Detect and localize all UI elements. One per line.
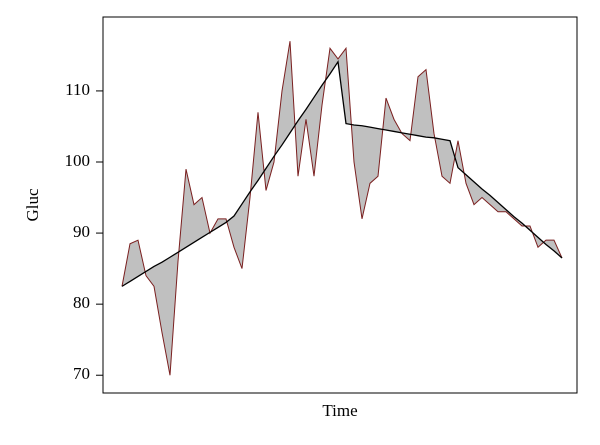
y-tick-label: 90 bbox=[73, 222, 90, 241]
plot-frame bbox=[102, 16, 578, 394]
fill-between bbox=[122, 41, 562, 376]
y-tick-label: 100 bbox=[65, 151, 91, 170]
y-tick-label: 70 bbox=[73, 364, 90, 383]
y-tick-label: 80 bbox=[73, 293, 90, 312]
x-axis-label: Time bbox=[322, 401, 357, 420]
y-tick-label: 110 bbox=[65, 80, 90, 99]
y-axis-label: Gluc bbox=[23, 188, 42, 222]
series-line bbox=[121, 59, 563, 287]
series-line bbox=[121, 41, 563, 376]
